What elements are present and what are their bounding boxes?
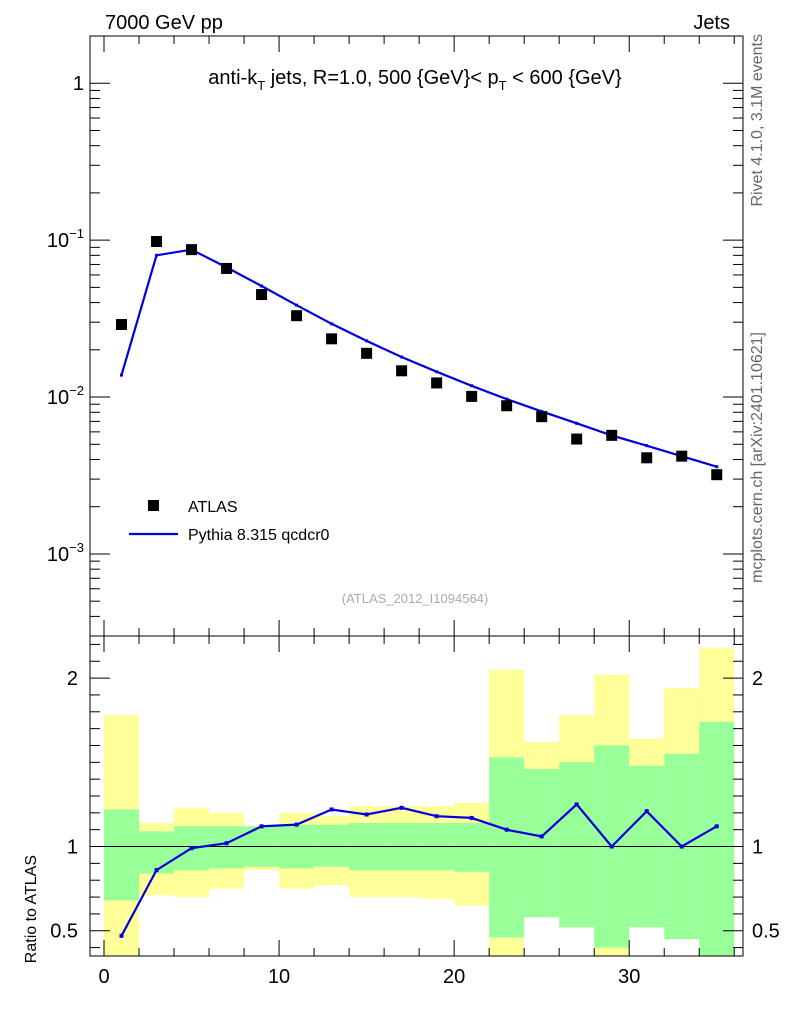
ratio-point (609, 844, 614, 849)
ratio-y-axis-label: Ratio to ATLAS (23, 855, 40, 963)
x-tick-label: 0 (98, 966, 109, 988)
atlas-point (501, 400, 513, 412)
atlas-point (151, 236, 163, 248)
rivet-label: Rivet 4.1.0, 3.1M events (749, 34, 766, 207)
atlas-point (361, 347, 373, 359)
process-label: Jets (693, 12, 730, 34)
analysis-id-label: (ATLAS_2012_I1094564) (342, 591, 488, 606)
main-y-tick-label: 10−2 (47, 383, 84, 409)
ratio-uncertainty-bands (104, 647, 735, 956)
pythia-point (575, 421, 579, 425)
ratio-y-tick-label-left: 0.5 (50, 921, 78, 943)
ratio-y-tick-label-left: 2 (67, 668, 78, 690)
pythia-point (365, 339, 369, 343)
green-band (489, 757, 525, 938)
legend: ATLAS Pythia 8.315 qcdcr0 (129, 499, 330, 544)
pythia-series (120, 248, 719, 469)
main-y-tick-label: 10−3 (47, 540, 84, 566)
atlas-point (606, 429, 618, 441)
mcplots-label: mcplots.cern.ch [arXiv:2401.10621] (749, 332, 766, 583)
atlas-point (536, 411, 548, 423)
ratio-y-tick-label-right: 1 (752, 837, 763, 859)
ratio-point (364, 812, 369, 817)
ratio-point (189, 846, 194, 851)
atlas-point (641, 452, 653, 464)
ratio-frame (89, 635, 744, 957)
green-band (699, 721, 735, 956)
ratio-point (539, 834, 544, 839)
main-axis-ticks (90, 35, 743, 637)
green-band (314, 824, 350, 867)
x-tick-label: 30 (618, 966, 640, 988)
green-band (454, 822, 490, 872)
ratio-point (469, 815, 474, 820)
ratio-point (644, 809, 649, 814)
legend-label-pythia: Pythia 8.315 qcdcr0 (188, 527, 330, 544)
ratio-panel: 0.5 0.5 1 1 2 2 0 10 20 30 Ratio to ATLAS (23, 635, 780, 988)
atlas-point (116, 318, 128, 330)
ratio-axis-ticks (90, 636, 743, 956)
ratio-line (120, 802, 718, 937)
ratio-point (434, 814, 439, 819)
pythia-point (645, 444, 649, 448)
ratio-point (119, 933, 124, 938)
pythia-point (155, 253, 159, 257)
ratio-y-tick-label-left: 1 (67, 837, 78, 859)
pythia-point (435, 370, 439, 374)
ratio-point (259, 824, 264, 829)
pythia-line (120, 248, 718, 468)
chart-title: anti-kT jets, R=1.0, 500 {GeV}< pT < 600… (208, 67, 622, 93)
ratio-y-tick-label-right: 2 (752, 668, 763, 690)
atlas-point (431, 377, 443, 389)
green-band (139, 831, 175, 874)
main-frame (89, 35, 744, 637)
atlas-point (221, 262, 233, 274)
pythia-point (505, 397, 509, 401)
atlas-point (291, 310, 303, 322)
pythia-point (330, 322, 334, 326)
pythia-point (260, 284, 264, 288)
main-y-tick-labels: 1 10−1 10−2 10−3 (47, 73, 84, 566)
x-tick-label: 10 (268, 966, 290, 988)
atlas-point (186, 244, 198, 256)
atlas-point (256, 289, 268, 301)
atlas-point (396, 365, 408, 377)
pythia-point (120, 373, 124, 377)
ratio-y-tick-labels: 0.5 0.5 1 1 2 2 (50, 668, 780, 943)
green-band (559, 762, 595, 928)
legend-label-atlas: ATLAS (188, 499, 238, 516)
green-band (209, 826, 245, 869)
green-band (524, 769, 560, 918)
ratio-point (154, 868, 159, 873)
main-y-tick-label: 1 (73, 73, 84, 95)
pythia-point (470, 384, 474, 388)
atlas-point (676, 450, 688, 462)
ratio-point (224, 841, 229, 846)
atlas-point (571, 433, 583, 445)
ratio-point (574, 802, 579, 807)
ratio-point (294, 822, 299, 827)
atlas-series (116, 236, 723, 481)
ratio-y-tick-label-right: 0.5 (752, 921, 780, 943)
atlas-point (466, 390, 478, 402)
main-y-tick-label: 10−1 (47, 226, 84, 252)
ratio-point (399, 805, 404, 810)
collision-label: 7000 GeV pp (105, 12, 223, 34)
x-tick-label: 20 (443, 966, 465, 988)
main-panel: 1 10−1 10−2 10−3 anti-kT jets, R=1.0, 500 {… (47, 35, 744, 637)
pythia-point (400, 355, 404, 359)
ratio-point (679, 844, 684, 849)
pythia-point (295, 303, 299, 307)
green-band (104, 809, 140, 901)
pythia-point (715, 465, 719, 469)
ratio-point (504, 827, 509, 832)
ratio-series (119, 802, 719, 938)
x-tick-labels: 0 10 20 30 (98, 966, 640, 988)
ratio-point (714, 824, 719, 829)
ratio-point (329, 807, 334, 812)
atlas-point (326, 333, 338, 345)
legend-marker-atlas (148, 500, 159, 511)
atlas-point (711, 469, 723, 481)
